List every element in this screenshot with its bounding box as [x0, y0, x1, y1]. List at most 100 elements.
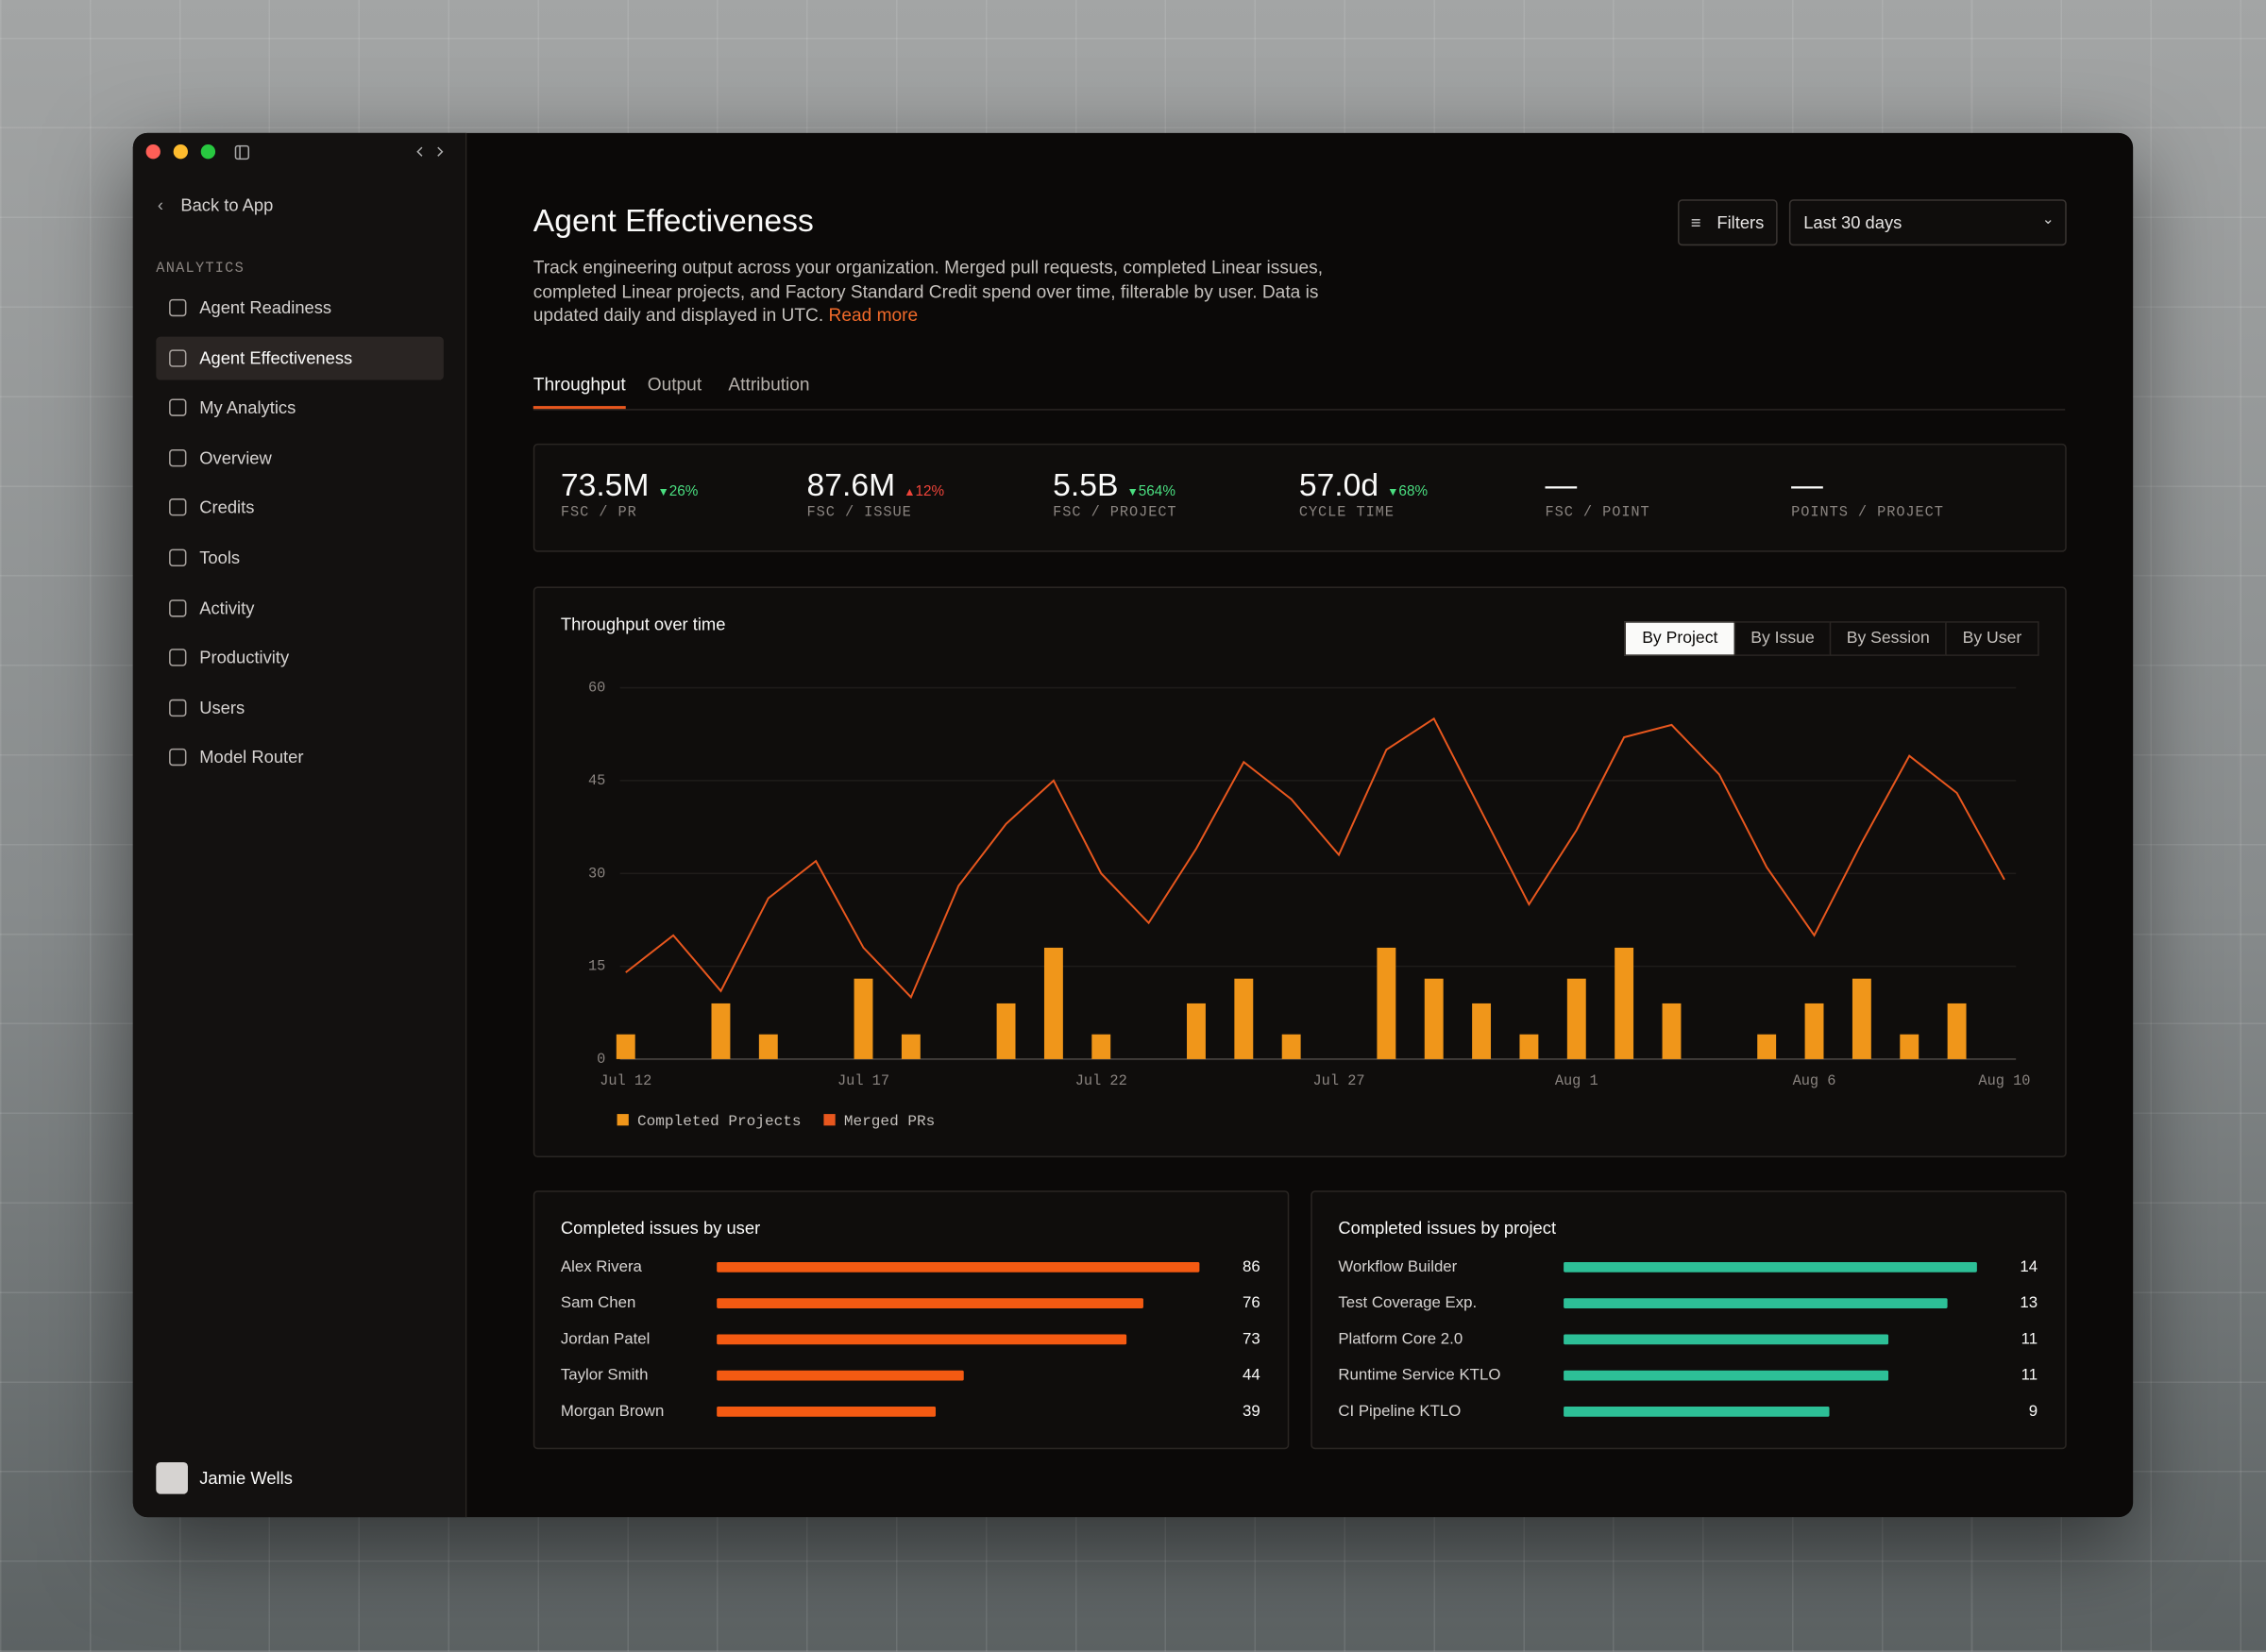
view-toggle[interactable]: By Issue — [1733, 621, 1832, 656]
kpi-change: ▲12% — [904, 473, 944, 514]
bar — [996, 1003, 1016, 1059]
card-title: Completed issues by user — [560, 1218, 761, 1239]
nav-item[interactable]: Productivity — [199, 647, 290, 668]
nav-icon — [169, 298, 187, 317]
bar — [717, 1370, 964, 1381]
nav-item[interactable]: Model Router — [199, 747, 304, 768]
bar-label: Test Coverage Exp. — [1338, 1293, 1477, 1311]
kpi-value: 57.0d — [1298, 466, 1379, 503]
bar — [1564, 1298, 1948, 1308]
icon-shape — [169, 498, 187, 517]
bar — [1615, 947, 1634, 1059]
bar-label: Runtime Service KTLO — [1338, 1366, 1500, 1384]
bar — [1564, 1261, 1977, 1273]
nav-item[interactable]: Overview — [199, 447, 272, 468]
date-range-select[interactable]: Last 30 days ⌄ — [1788, 199, 2067, 246]
tab[interactable]: Throughput — [533, 374, 626, 395]
value-label: 86 — [1243, 1257, 1260, 1275]
kpi-label: CYCLE TIME — [1298, 505, 1395, 522]
bar — [1472, 1003, 1492, 1059]
throughput-chart: 0 15 30 45 60 Jul 12 Jul 17 Jul 22 Jul 27 Aug 1 Au… — [588, 680, 2031, 1130]
kpi-value: — — [1791, 466, 1823, 503]
value-label: 76 — [1243, 1293, 1260, 1311]
read-more-link[interactable]: Read more — [828, 304, 919, 326]
value-label: 39 — [1243, 1402, 1260, 1420]
y-tick-label: 60 — [588, 680, 605, 697]
bar — [717, 1334, 1127, 1345]
nav-item[interactable]: Credits — [199, 497, 255, 518]
kpi-change: ▼26% — [658, 473, 699, 514]
legend-label: Completed Projects — [637, 1113, 802, 1130]
bar — [1757, 1034, 1777, 1059]
nav-item[interactable]: Tools — [199, 548, 241, 568]
filters-button[interactable]: Filters ≡ — [1678, 199, 1778, 246]
nav-item[interactable]: Agent Effectiveness — [199, 347, 353, 368]
y-tick-label: 0 — [597, 1051, 605, 1068]
value-label: 11 — [2021, 1329, 2038, 1347]
icon-shape — [169, 598, 187, 616]
icon-shape — [169, 348, 187, 367]
x-tick-label: Jul 22 — [1075, 1072, 1127, 1089]
nav-item[interactable]: Activity — [199, 598, 255, 618]
x-tick-label: Aug 1 — [1555, 1072, 1598, 1089]
nav-icon — [169, 348, 187, 367]
value-label: 44 — [1243, 1366, 1260, 1384]
kpi-value-row: — — [1791, 465, 1823, 506]
bar-label: Morgan Brown — [561, 1402, 664, 1420]
filters-label: Filters — [1716, 211, 1765, 233]
nav-icon — [169, 548, 187, 566]
icon-shape — [169, 398, 187, 417]
bar — [616, 1034, 635, 1059]
bar-label: Platform Core 2.0 — [1338, 1329, 1463, 1347]
kpi-label: FSC / PR — [560, 505, 637, 522]
view-toggle[interactable]: By User — [1945, 621, 2039, 656]
nav-icon — [169, 699, 187, 716]
view-toggle[interactable]: By Session — [1829, 621, 1947, 656]
tab-underline — [533, 406, 626, 410]
icon-shape — [169, 699, 187, 716]
kpi-label: FSC / POINT — [1545, 505, 1650, 522]
legend-swatch — [617, 1114, 629, 1126]
bar — [1234, 978, 1254, 1059]
line — [625, 716, 2005, 1000]
y-tick-label: 45 — [588, 772, 605, 789]
bar — [1564, 1407, 1830, 1417]
description-text: Track engineering output across your org… — [533, 257, 1324, 326]
bar-card — [1311, 1190, 2067, 1450]
nav-item[interactable]: My Analytics — [199, 397, 296, 418]
nav-item[interactable]: Users — [199, 697, 245, 718]
nav-icon — [169, 749, 187, 767]
bar — [711, 1003, 731, 1059]
tab[interactable]: Output — [647, 374, 702, 395]
window-controls — [145, 144, 444, 160]
user-name: Jamie Wells — [199, 1468, 293, 1489]
nav-icon — [169, 448, 187, 467]
nav-icon — [169, 498, 187, 517]
bar — [1564, 1370, 1889, 1381]
icon-shape — [169, 749, 187, 767]
kpi-value: 5.5B — [1053, 466, 1119, 503]
view-toggle[interactable]: By Project — [1624, 621, 1736, 656]
x-tick-label: Jul 17 — [837, 1072, 889, 1089]
nav-icon — [169, 598, 187, 616]
nav-item[interactable]: Agent Readiness — [199, 297, 332, 318]
kpi-change-value: 12% — [915, 483, 945, 500]
bar-chart: Alex Rivera 86 Sam Chen 76 Jordan Patel 73 Tay… — [561, 1257, 1260, 1420]
back-chevron: ‹ — [157, 194, 163, 216]
tab[interactable]: Attribution — [728, 374, 810, 395]
nav-section: ANALYTICS — [156, 261, 245, 278]
nav-active-bg — [156, 336, 444, 379]
icon-shape — [169, 649, 187, 666]
bar — [1043, 947, 1063, 1059]
y-tick-label: 15 — [588, 958, 605, 975]
value-label: 14 — [2020, 1257, 2038, 1275]
bar — [1187, 1003, 1206, 1059]
icon-shape — [169, 448, 187, 467]
value-label: 13 — [2020, 1293, 2038, 1311]
tab-divider — [533, 409, 2066, 411]
icon-shape — [169, 298, 187, 317]
page-title: Agent Effectiveness — [533, 202, 814, 239]
value-label: 9 — [2029, 1402, 2038, 1420]
